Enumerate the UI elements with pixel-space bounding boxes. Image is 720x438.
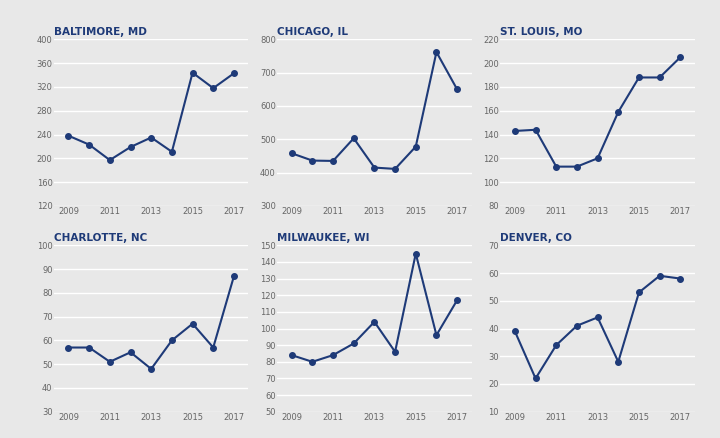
Text: MILWAUKEE, WI: MILWAUKEE, WI bbox=[277, 233, 369, 243]
Text: CHARLOTTE, NC: CHARLOTTE, NC bbox=[54, 233, 148, 243]
Text: CHICAGO, IL: CHICAGO, IL bbox=[277, 27, 348, 37]
Text: ST. LOUIS, MO: ST. LOUIS, MO bbox=[500, 27, 582, 37]
Text: BALTIMORE, MD: BALTIMORE, MD bbox=[54, 27, 147, 37]
Text: DENVER, CO: DENVER, CO bbox=[500, 233, 572, 243]
